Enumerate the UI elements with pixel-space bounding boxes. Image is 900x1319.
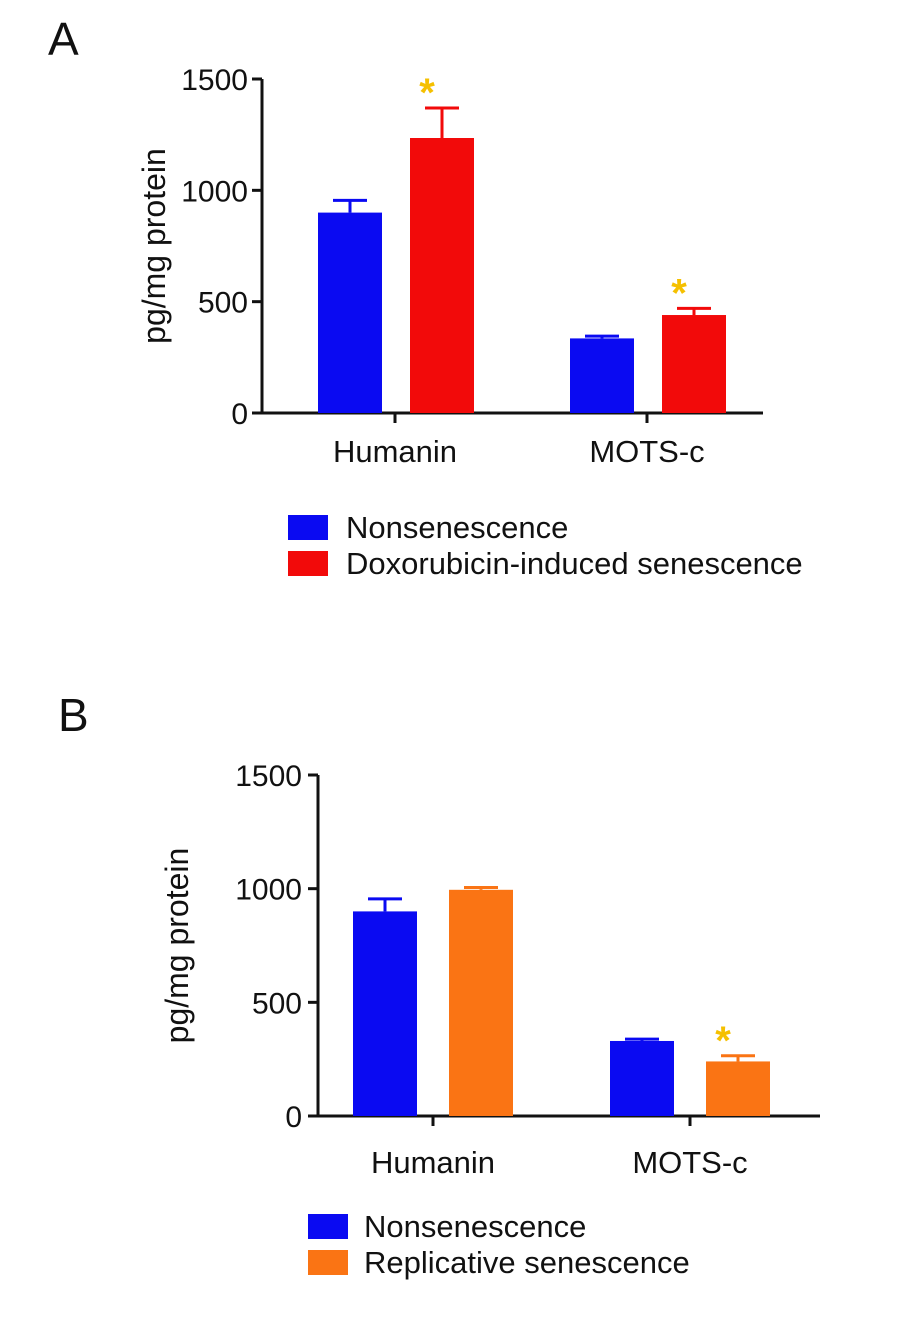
panel-a-y-tick-label: 500 [198, 287, 248, 320]
panel-b-significance-marker: * [715, 1019, 731, 1063]
panel-b-bar-humanin-0 [353, 911, 417, 1116]
panel-a-significance-marker: * [671, 271, 687, 315]
panel-a-bar-humanin-1 [410, 138, 474, 414]
panel-b-chart: 0 500 1000 1500 pg/mg protein Humanin MOTS-c * [159, 760, 820, 1180]
legend-b-label-replicative: Replicative senescence [364, 1245, 690, 1280]
panel-a-chart: 0 500 1000 1500 pg/mg protein Humanin MOTS-c * * [136, 64, 763, 469]
panel-a-category-label: Humanin [333, 434, 457, 469]
panel-a-bar-mots-c-1 [662, 315, 726, 413]
legend-b-label-nonsenescence: Nonsenescence [364, 1209, 586, 1244]
panel-a-category-label: MOTS-c [589, 434, 704, 469]
panel-b-y-tick-label: 0 [285, 1101, 302, 1134]
panel-b-category-label: Humanin [371, 1145, 495, 1180]
panel-a-y-tick-label: 1500 [181, 64, 248, 97]
panel-a-bar-mots-c-0 [570, 338, 634, 413]
panel-b-bar-mots-c-1 [706, 1061, 770, 1116]
panel-b-category-label: MOTS-c [632, 1145, 747, 1180]
panel-a-legend: Nonsenescence Doxorubicin-induced senesc… [288, 510, 803, 581]
panel-a-y-tick-label: 1000 [181, 175, 248, 208]
panel-a-significance-marker: * [419, 71, 435, 115]
panel-a: A 0 500 1000 1500 pg/mg protein Humanin MOTS-c… [48, 13, 803, 581]
panel-b-y-tick-label: 1000 [235, 874, 302, 907]
panel-a-bar-humanin-0 [318, 212, 382, 413]
legend-b-swatch-replicative [308, 1250, 348, 1275]
legend-a-swatch-doxorubicin [288, 551, 328, 576]
legend-b-swatch-nonsenescence [308, 1214, 348, 1239]
panel-b-y-tick-label: 500 [252, 987, 302, 1020]
panel-b-legend: Nonsenescence Replicative senescence [308, 1209, 690, 1280]
panel-b-bar-humanin-1 [449, 889, 513, 1116]
panel-b-y-axis-label: pg/mg protein [159, 848, 195, 1044]
panel-a-y-tick-label: 0 [231, 398, 248, 431]
panel-b-y-tick-label: 1500 [235, 760, 302, 793]
panel-b-letter: B [58, 689, 89, 741]
panel-a-letter: A [48, 13, 79, 65]
panel-b: B 0 500 1000 1500 pg/mg protein Humanin MOTS-c… [58, 689, 820, 1280]
legend-a-swatch-nonsenescence [288, 515, 328, 540]
legend-a-label-nonsenescence: Nonsenescence [346, 510, 568, 545]
legend-a-label-doxorubicin: Doxorubicin-induced senescence [346, 546, 803, 581]
panel-b-bar-mots-c-0 [610, 1040, 674, 1116]
panel-a-y-axis-label: pg/mg protein [136, 148, 172, 344]
